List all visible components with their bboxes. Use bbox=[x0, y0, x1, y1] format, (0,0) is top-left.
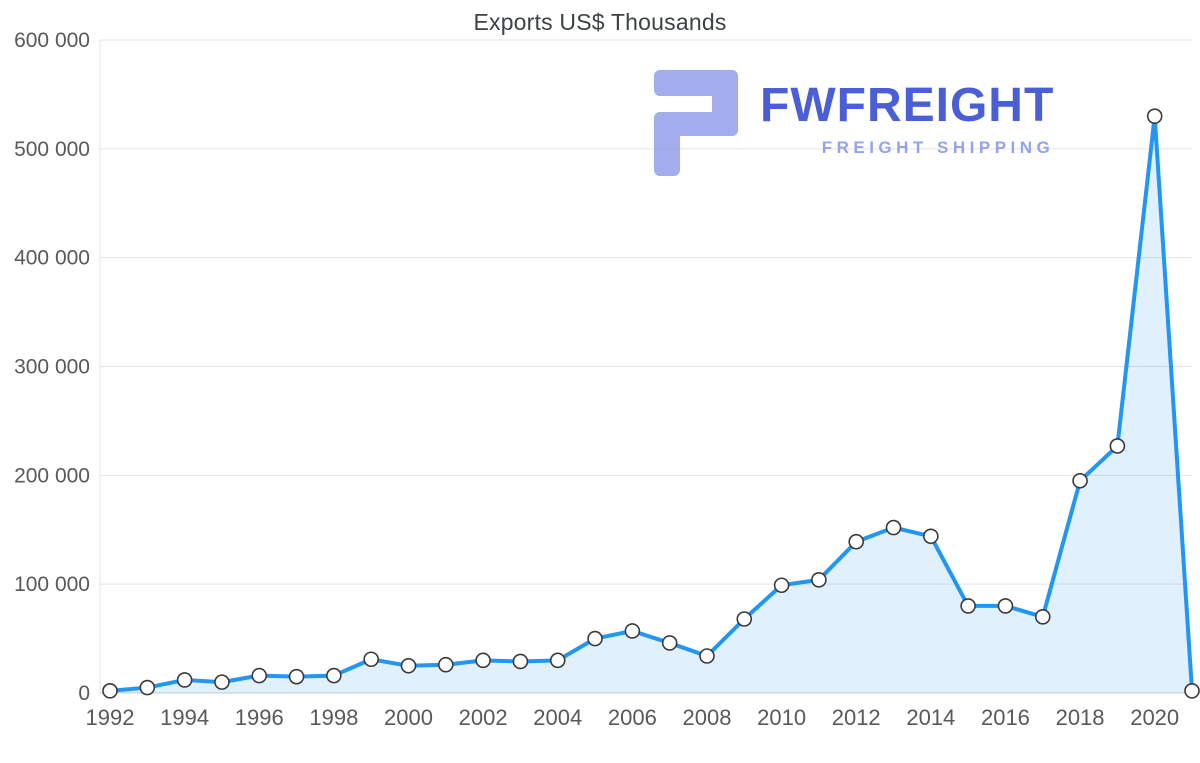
y-axis-labels: 0 100 000 200 000 300 000 400 000 500 000 600 … bbox=[14, 29, 90, 705]
svg-text:2004: 2004 bbox=[533, 705, 582, 730]
svg-text:2018: 2018 bbox=[1056, 705, 1105, 730]
svg-text:2006: 2006 bbox=[608, 705, 657, 730]
svg-text:600 000: 600 000 bbox=[14, 29, 90, 52]
svg-text:0: 0 bbox=[78, 682, 90, 705]
svg-text:2010: 2010 bbox=[757, 705, 806, 730]
svg-text:2000: 2000 bbox=[384, 705, 433, 730]
svg-text:300 000: 300 000 bbox=[14, 356, 90, 379]
svg-text:1998: 1998 bbox=[309, 705, 358, 730]
svg-text:1992: 1992 bbox=[86, 705, 135, 730]
x-axis-labels: 1992 1994 1996 1998 2000 2002 2004 2006 2008 2010… bbox=[86, 705, 1180, 730]
svg-text:2014: 2014 bbox=[906, 705, 955, 730]
svg-text:2008: 2008 bbox=[682, 705, 731, 730]
svg-text:500 000: 500 000 bbox=[14, 138, 90, 161]
svg-text:1996: 1996 bbox=[235, 705, 284, 730]
svg-text:200 000: 200 000 bbox=[14, 464, 90, 487]
svg-text:2016: 2016 bbox=[981, 705, 1030, 730]
svg-text:100 000: 100 000 bbox=[14, 573, 90, 596]
svg-text:2012: 2012 bbox=[832, 705, 881, 730]
data-point-markers bbox=[102, 108, 1200, 699]
svg-text:2002: 2002 bbox=[459, 705, 508, 730]
gridlines bbox=[99, 39, 1192, 694]
series-area bbox=[110, 116, 1192, 693]
series-line bbox=[108, 114, 1194, 693]
svg-text:1994: 1994 bbox=[160, 705, 209, 730]
svg-text:400 000: 400 000 bbox=[14, 247, 90, 270]
svg-text:2020: 2020 bbox=[1130, 705, 1179, 730]
